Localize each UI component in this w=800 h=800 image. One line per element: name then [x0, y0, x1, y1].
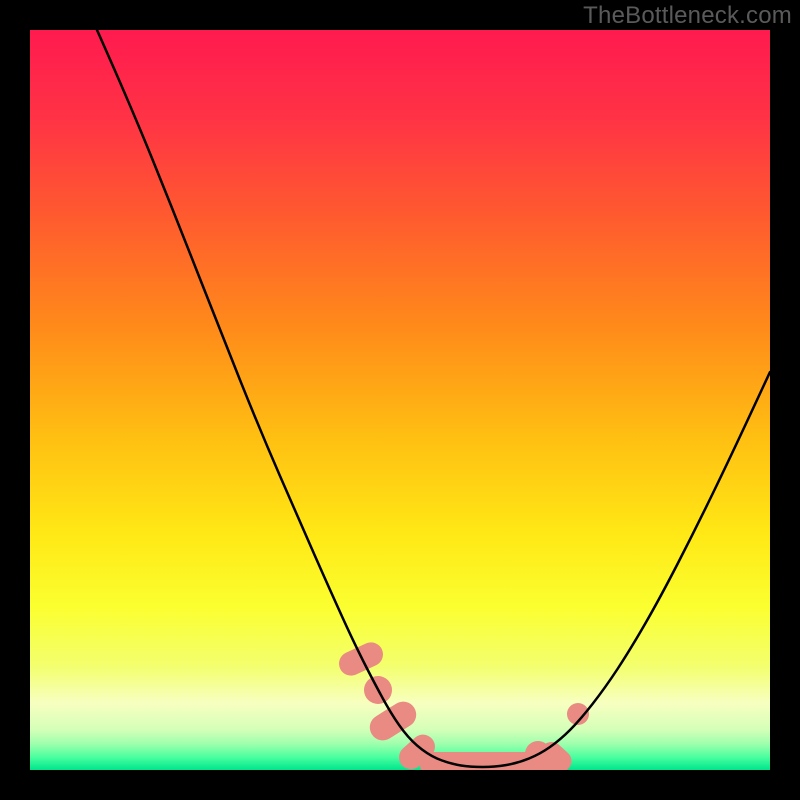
plot-background [30, 30, 770, 770]
chart-canvas: TheBottleneck.com [0, 0, 800, 800]
watermark-text: TheBottleneck.com [583, 2, 792, 30]
bottleneck-v-chart [0, 0, 800, 800]
